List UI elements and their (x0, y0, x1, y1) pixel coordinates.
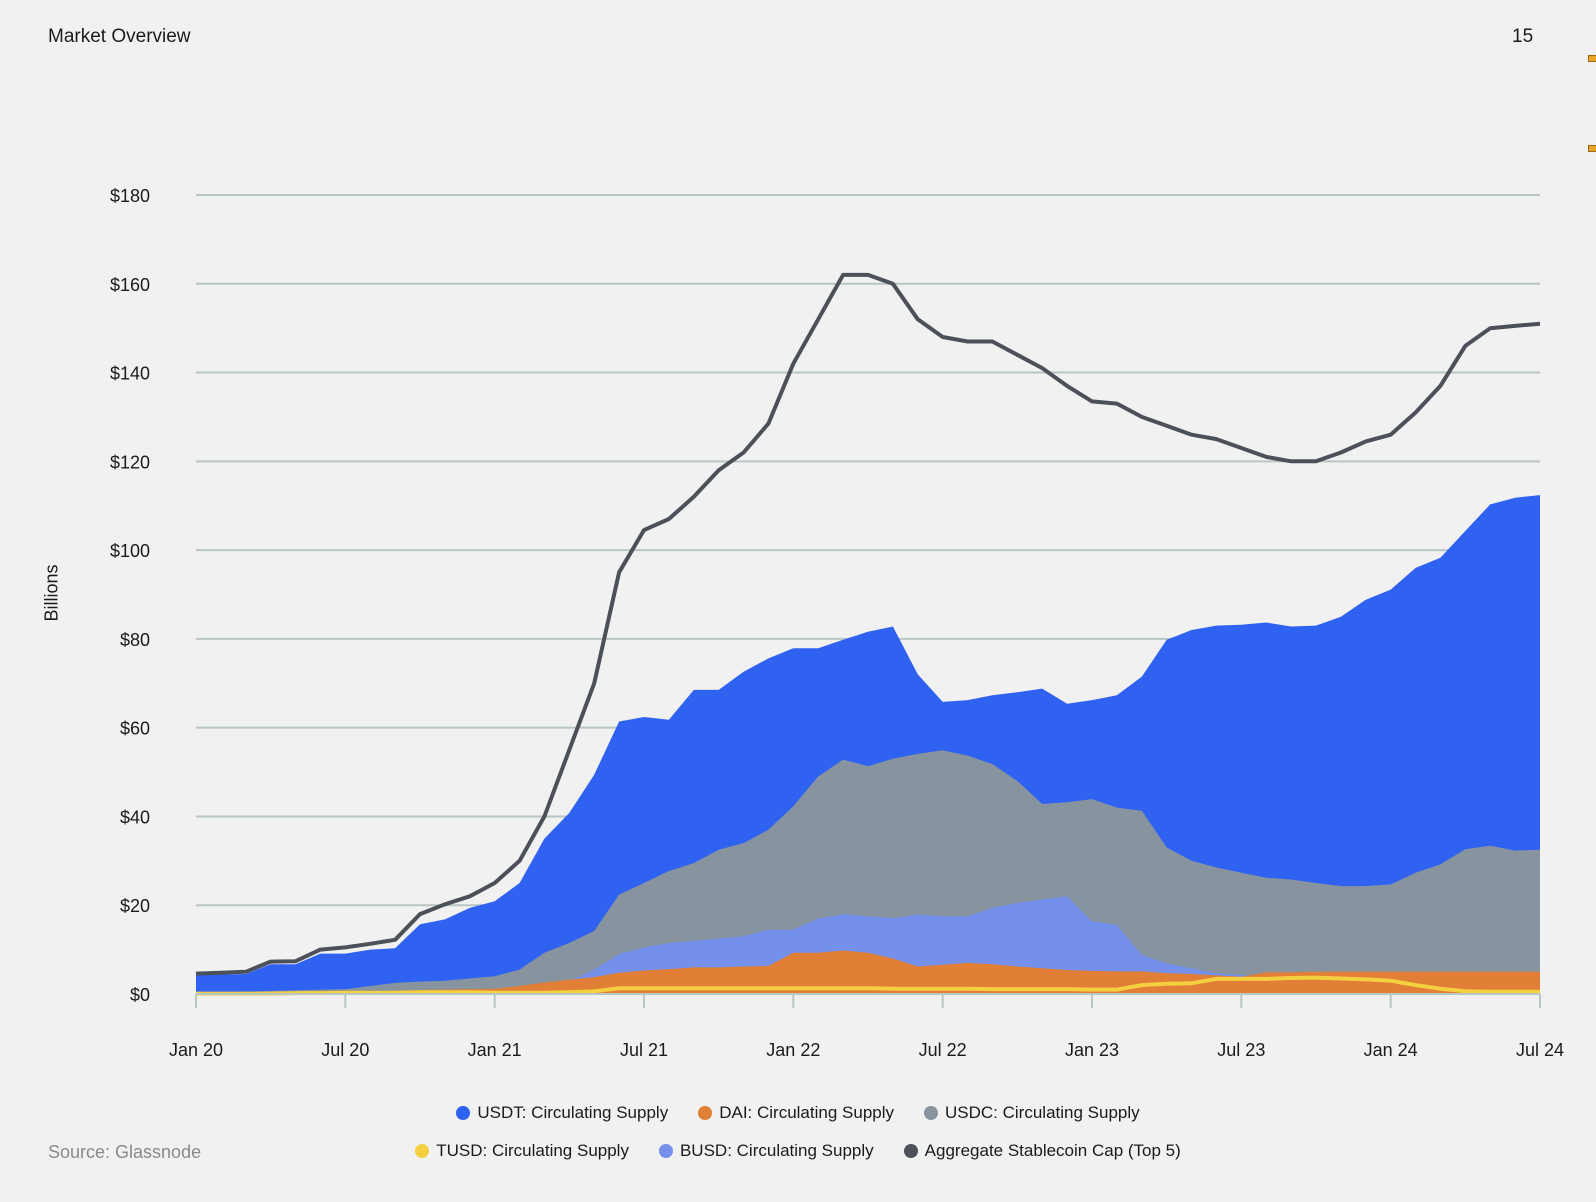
y-tick-label: $140 (110, 364, 150, 384)
legend-swatch-icon (698, 1106, 713, 1120)
line-series-4 (196, 975, 1540, 996)
x-tick-label: Jul 21 (620, 1040, 668, 1060)
bookmark-marker[interactable] (1588, 55, 1596, 62)
y-tick-label: $160 (110, 275, 150, 295)
x-tick-label: Jul 23 (1217, 1040, 1265, 1060)
legend-item[interactable]: USDT: Circulating Supply (456, 1103, 668, 1123)
x-tick-label: Jan 21 (468, 1040, 522, 1060)
bookmark-marker[interactable] (1588, 145, 1596, 152)
y-tick-label: $100 (110, 541, 150, 561)
y-tick-label: $120 (110, 452, 150, 472)
line-series-5 (195, 272, 1541, 976)
legend-item[interactable]: USDC: Circulating Supply (924, 1103, 1140, 1123)
y-tick-label: $180 (110, 186, 150, 206)
x-tick-label: Jan 23 (1065, 1040, 1119, 1060)
legend-item[interactable]: Aggregate Stablecoin Cap (Top 5) (903, 1141, 1181, 1161)
legend-label: Aggregate Stablecoin Cap (Top 5) (924, 1141, 1181, 1160)
y-tick-label: $60 (120, 719, 150, 739)
area-series-2 (196, 896, 1540, 994)
y-axis-label: Billions (41, 564, 62, 622)
source-note: Source: Glassnode (48, 1142, 202, 1162)
x-tick-label: Jul 22 (919, 1040, 967, 1060)
legend-swatch-icon (456, 1106, 471, 1120)
section-title: Market Overview (48, 26, 191, 47)
legend-label: DAI: Circulating Supply (719, 1103, 895, 1122)
legend-swatch-icon (924, 1106, 939, 1120)
legend-item[interactable]: BUSD: Circulating Supply (658, 1141, 874, 1161)
legend-swatch-icon (903, 1144, 918, 1158)
legend-label: USDC: Circulating Supply (945, 1103, 1140, 1122)
y-tick-label: $20 (120, 896, 150, 916)
x-tick-label: Jul 24 (1516, 1040, 1564, 1060)
y-tick-label: $80 (120, 630, 150, 650)
legend-swatch-icon (415, 1144, 430, 1158)
y-tick-label: $0 (130, 985, 150, 1005)
page-number: 15 (1512, 26, 1534, 47)
legend-item[interactable]: DAI: Circulating Supply (698, 1103, 894, 1123)
y-tick-label: $40 (120, 807, 150, 827)
legend-item[interactable]: TUSD: Circulating Supply (415, 1141, 629, 1161)
x-tick-label: Jan 22 (766, 1040, 820, 1060)
legend-label: TUSD: Circulating Supply (436, 1141, 629, 1160)
legend-row: USDT: Circulating Supply DAI: Circulating… (0, 1103, 1596, 1123)
legend-label: USDT: Circulating Supply (477, 1103, 669, 1122)
legend-row: TUSD: Circulating Supply BUSD: Circulatin… (0, 1141, 1596, 1161)
x-tick-label: Jul 20 (321, 1040, 369, 1060)
area-series-1 (196, 750, 1540, 994)
x-tick-label: Jan 20 (169, 1040, 223, 1060)
legend-swatch-icon (658, 1144, 673, 1158)
legend-label: BUSD: Circulating Supply (679, 1141, 874, 1160)
x-tick-label: Jan 24 (1364, 1040, 1418, 1060)
